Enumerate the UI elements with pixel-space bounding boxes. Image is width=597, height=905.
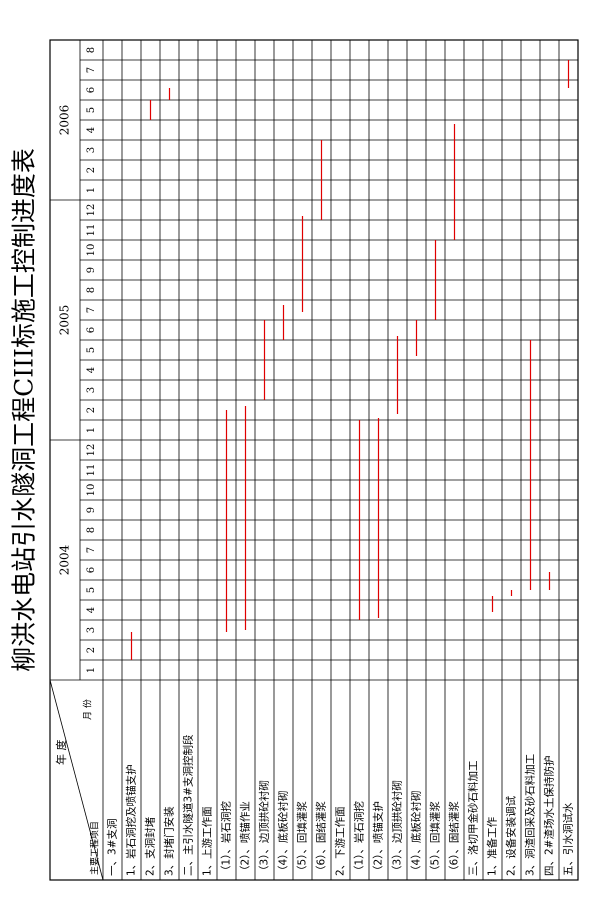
month-label: 3 xyxy=(86,387,97,393)
task-name: 3、洞渣回采及砂石料加工 xyxy=(524,754,537,876)
task-name: （4）、底板砼衬砌 xyxy=(410,791,423,876)
task-name: （2）、喷锚支护 xyxy=(372,801,385,876)
year-label: 2006 xyxy=(58,105,72,136)
month-label: 8 xyxy=(86,527,97,533)
header-year: 年 度 xyxy=(54,740,68,766)
month-label: 2 xyxy=(86,647,97,653)
month-label: 4 xyxy=(86,127,97,133)
month-label: 7 xyxy=(86,67,97,73)
task-name: 3、封堵门安装 xyxy=(163,806,176,876)
task-name: （3）、边顶拱砼衬砌 xyxy=(391,780,404,876)
title: 柳洪水电站引水隧洞工程CIII标施工控制进度表 xyxy=(10,148,39,672)
task-name: 1、岩石洞挖及喷锚支护 xyxy=(125,764,138,876)
task-name: 1、上游工作面 xyxy=(201,806,214,876)
month-label: 10 xyxy=(86,244,97,257)
month-label: 1 xyxy=(86,667,97,673)
month-label: 11 xyxy=(86,224,97,237)
month-label: 12 xyxy=(86,204,97,217)
task-name: （5）、回填灌浆 xyxy=(296,801,309,876)
month-label: 9 xyxy=(86,267,97,273)
month-label: 7 xyxy=(86,307,97,313)
month-label: 5 xyxy=(86,587,97,593)
task-name: （4）、底板砼衬砌 xyxy=(277,791,290,876)
month-label: 2 xyxy=(86,407,97,413)
month-label: 6 xyxy=(86,567,97,573)
header-diagonal xyxy=(49,679,104,881)
header-month: 月 份 xyxy=(82,699,94,720)
task-name: 三、洛切甲金砂石料加工 xyxy=(467,761,480,877)
task-name: （1）、岩石洞挖 xyxy=(220,801,233,876)
month-label: 2 xyxy=(86,167,97,173)
task-name: （6）、固结灌浆 xyxy=(448,801,461,876)
year-label: 2004 xyxy=(58,544,72,575)
task-name: （2）、喷锚作业 xyxy=(239,801,252,876)
task-name: （6）、固结灌浆 xyxy=(315,801,328,876)
month-label: 6 xyxy=(86,327,97,333)
month-label: 9 xyxy=(86,507,97,513)
month-label: 5 xyxy=(86,347,97,353)
month-label: 8 xyxy=(86,47,97,53)
task-name: （5）、回填灌浆 xyxy=(429,801,442,876)
task-name: （1）、岩石洞挖 xyxy=(353,801,366,876)
month-label: 7 xyxy=(86,547,97,553)
header-item: 主要工程项目 xyxy=(89,821,101,875)
task-name: 2、支洞封堵 xyxy=(144,816,157,876)
month-label: 10 xyxy=(86,484,97,497)
month-label: 4 xyxy=(86,607,97,613)
year-label: 2005 xyxy=(58,305,72,336)
task-name: 一、3#支洞 xyxy=(107,819,119,876)
task-name: 二、主引水隧道3#支洞控制段 xyxy=(182,734,195,876)
month-label: 8 xyxy=(86,287,97,293)
month-label: 6 xyxy=(86,87,97,93)
month-label: 3 xyxy=(86,627,97,633)
month-label: 11 xyxy=(86,464,97,477)
month-label: 3 xyxy=(86,147,97,153)
task-name: 四、2#渣场水土保持防护 xyxy=(543,756,556,876)
task-name: 2、下游工作面 xyxy=(334,806,347,876)
task-name: 五、引水洞试水 xyxy=(562,802,575,876)
task-name: 2、设备安装调试 xyxy=(505,795,518,876)
month-label: 4 xyxy=(86,367,97,373)
month-label: 5 xyxy=(86,107,97,113)
month-label: 1 xyxy=(86,187,97,193)
task-name: （3）、边顶拱砼衬砌 xyxy=(258,780,271,876)
task-name: 1、准备工作 xyxy=(486,816,499,876)
month-label: 12 xyxy=(86,444,97,457)
month-label: 1 xyxy=(86,427,97,433)
